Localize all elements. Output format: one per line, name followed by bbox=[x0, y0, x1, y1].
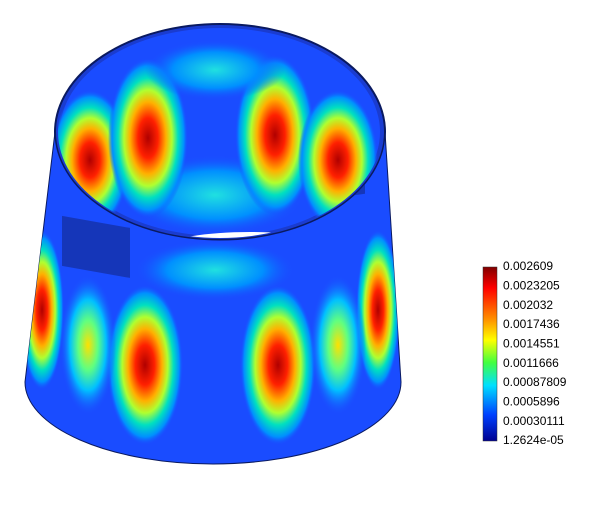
colorbar-label: 0.00087809 bbox=[503, 375, 567, 389]
colorbar-label: 0.0014551 bbox=[503, 337, 560, 351]
colorbar-label: 0.0017436 bbox=[503, 317, 560, 331]
colorbar-label: 0.002609 bbox=[503, 259, 553, 273]
outer-spot bbox=[310, 275, 366, 415]
outer-spot bbox=[240, 285, 316, 445]
colorbar-label: 1.2624e-05 bbox=[503, 433, 564, 447]
inner-spot bbox=[235, 55, 315, 215]
colorbar bbox=[482, 266, 498, 442]
colorbar-label: 0.002032 bbox=[503, 298, 553, 312]
colorbar-label: 0.0023205 bbox=[503, 279, 560, 293]
inner-spot bbox=[108, 58, 188, 218]
inner-spot bbox=[145, 40, 285, 100]
colorbar-labels: 0.002609 0.0023205 0.002032 0.0017436 0.0014… bbox=[503, 259, 567, 447]
inner-wall bbox=[58, 28, 380, 238]
outer-spot bbox=[356, 230, 400, 390]
colorbar-label: 0.0005896 bbox=[503, 395, 560, 409]
outer-spot bbox=[107, 285, 183, 445]
outer-spot bbox=[135, 240, 295, 300]
stiffener bbox=[62, 215, 130, 278]
colorbar-label: 0.00030111 bbox=[503, 414, 565, 428]
outer-spot bbox=[60, 275, 116, 415]
colorbar-label: 0.0011666 bbox=[503, 356, 559, 370]
